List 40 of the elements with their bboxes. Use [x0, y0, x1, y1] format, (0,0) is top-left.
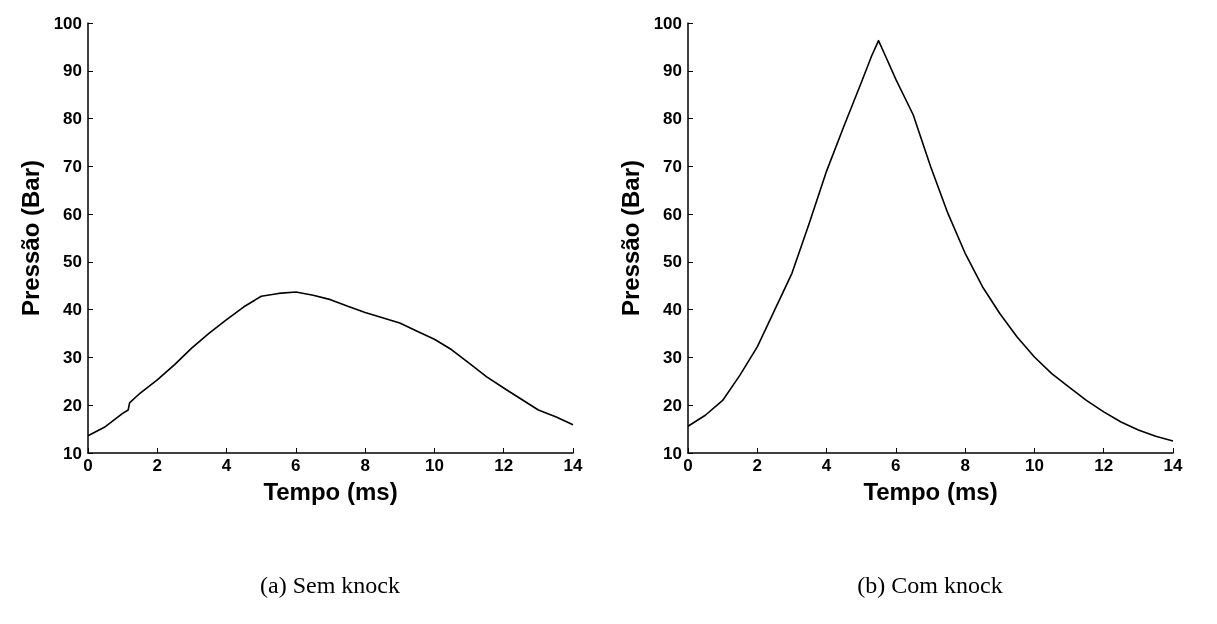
x-tick-label: 12 [494, 456, 514, 475]
x-tick-label: 10 [1024, 456, 1044, 475]
x-tick-label: 0 [683, 456, 693, 475]
y-tick-label: 80 [63, 109, 82, 129]
y-tick-label: 20 [63, 395, 82, 415]
x-axis-title: Tempo (ms) [263, 477, 398, 505]
text: (b) Com knock [857, 572, 1003, 598]
y-tick-label: 50 [63, 252, 82, 272]
x-tick-label: 14 [563, 456, 583, 475]
x-tick-label: 10 [424, 456, 444, 475]
x-tick-label: 6 [291, 456, 301, 475]
y-tick-label: 60 [663, 204, 682, 224]
x-tick-label: 2 [752, 456, 763, 475]
x-tick-label: 8 [360, 456, 370, 475]
x-axis-title: Tempo (ms) [863, 477, 998, 505]
text: (a) Sem knock [260, 572, 400, 598]
y-axis-title: Pressão (Bar) [17, 159, 45, 317]
y-axis-title: Pressão (Bar) [617, 159, 645, 317]
x-tick-label: 0 [83, 456, 93, 475]
y-tick-label: 20 [663, 395, 682, 415]
x-tick-label: 4 [221, 456, 232, 475]
y-tick-label: 90 [663, 61, 682, 81]
y-tick-label: 50 [663, 252, 682, 272]
y-tick-label: 30 [663, 347, 682, 367]
y-tick-label: 80 [663, 109, 682, 129]
y-tick-label: 40 [63, 300, 82, 320]
y-tick-label: 70 [63, 156, 82, 176]
x-tick-label: 14 [1163, 456, 1183, 475]
y-tick-label: 30 [63, 347, 82, 367]
x-tick-label: 6 [891, 456, 901, 475]
y-tick-label: 100 [53, 13, 82, 33]
x-tick-label: 8 [960, 456, 970, 475]
x-tick-label: 4 [821, 456, 832, 475]
y-tick-label: 40 [663, 300, 682, 320]
x-tick-label: 2 [152, 456, 163, 475]
y-tick-label: 70 [663, 156, 682, 176]
x-tick-label: 12 [1094, 456, 1114, 475]
y-tick-label: 60 [63, 204, 82, 224]
y-tick-label: 100 [653, 13, 682, 33]
y-tick-label: 90 [63, 61, 82, 81]
